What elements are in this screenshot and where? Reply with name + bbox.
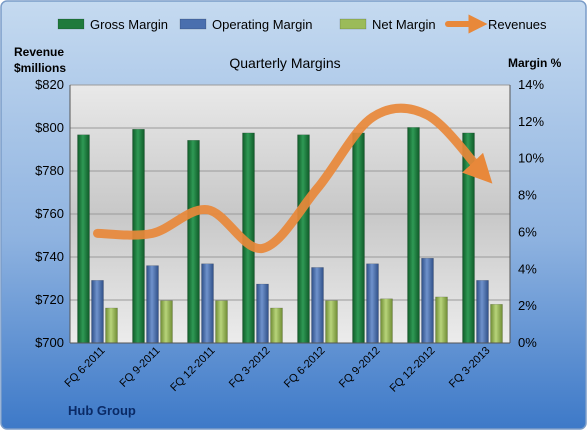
net-margin-bar	[216, 301, 228, 343]
right-tick-label: 2%	[518, 298, 537, 313]
chart-title: Quarterly Margins	[229, 55, 340, 71]
operating-margin-bar	[147, 266, 159, 343]
right-tick-label: 12%	[518, 114, 544, 129]
left-tick-label: $780	[35, 163, 64, 178]
gross-margin-bar	[78, 135, 90, 343]
left-tick-label: $800	[35, 120, 64, 135]
gross-margin-bar	[353, 133, 365, 343]
net-margin-bar	[161, 301, 173, 343]
right-tick-label: 14%	[518, 77, 544, 92]
operating-margin-bar	[477, 280, 489, 343]
legend-operating-margin-label: Operating Margin	[212, 17, 312, 32]
right-tick-label: 6%	[518, 224, 537, 239]
left-axis-label-line2: $millions	[14, 61, 66, 75]
net-margin-bar	[271, 308, 283, 343]
legend-gross-margin-swatch	[58, 19, 84, 29]
legend-net-margin-swatch	[340, 19, 366, 29]
net-margin-bar	[491, 304, 503, 343]
gross-margin-bar	[408, 127, 420, 343]
legend-gross-margin-label: Gross Margin	[90, 17, 168, 32]
left-tick-label: $820	[35, 77, 64, 92]
right-tick-label: 0%	[518, 335, 537, 350]
legend-revenues-label: Revenues	[488, 17, 547, 32]
gross-margin-bar	[188, 140, 200, 343]
left-tick-label: $720	[35, 292, 64, 307]
left-axis-label-line1: Revenue	[14, 45, 64, 59]
right-tick-label: 10%	[518, 151, 544, 166]
operating-margin-bar	[202, 264, 214, 343]
net-margin-bar	[106, 308, 118, 343]
left-tick-label: $700	[35, 335, 64, 350]
right-tick-label: 4%	[518, 261, 537, 276]
right-axis-label: Margin %	[508, 56, 562, 70]
legend-net-margin-label: Net Margin	[372, 17, 436, 32]
operating-margin-bar	[422, 258, 434, 343]
net-margin-bar	[326, 301, 338, 343]
net-margin-bar	[381, 299, 393, 343]
net-margin-bar	[436, 297, 448, 343]
operating-margin-bar	[367, 264, 379, 343]
left-tick-label: $760	[35, 206, 64, 221]
right-tick-label: 8%	[518, 188, 537, 203]
legend-operating-margin-swatch	[180, 19, 206, 29]
operating-margin-bar	[312, 267, 324, 343]
operating-margin-bar	[92, 280, 104, 343]
operating-margin-bar	[257, 284, 269, 343]
gross-margin-bar	[298, 135, 310, 343]
left-tick-label: $740	[35, 249, 64, 264]
footer-label: Hub Group	[68, 403, 136, 418]
